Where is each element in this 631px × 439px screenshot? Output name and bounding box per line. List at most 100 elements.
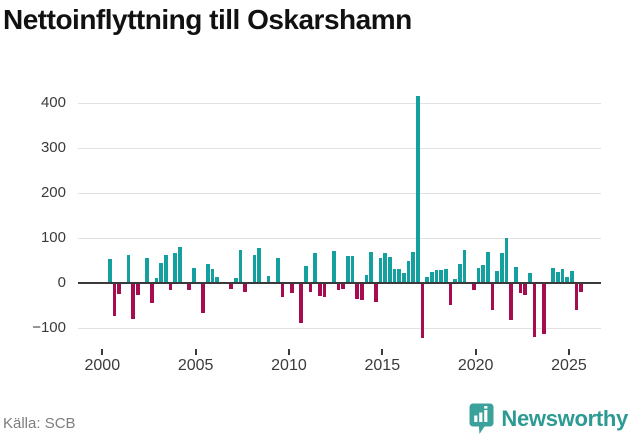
y-gridline <box>78 148 601 149</box>
bar-2024Q1 <box>551 268 555 283</box>
page-title: Nettoinflyttning till Oskarshamn <box>3 4 412 35</box>
bar-2024Q2 <box>555 271 560 283</box>
bar-2023Q3 <box>541 283 546 335</box>
bar-2023Q1 <box>532 283 537 337</box>
bar-2000Q3 <box>112 283 117 316</box>
bar-2017Q1 <box>420 283 425 338</box>
bar-2010Q1 <box>289 283 294 293</box>
bar-2010Q4 <box>303 265 308 283</box>
bar-2017Q4 <box>434 270 439 283</box>
bar-2016Q3 <box>411 251 415 283</box>
x-axis-tick <box>474 349 477 355</box>
x-axis-tick <box>101 349 104 355</box>
y-gridline <box>78 328 601 329</box>
bar-2025Q2 <box>574 283 579 311</box>
bar-2003Q1 <box>159 263 163 283</box>
bar-2020Q3 <box>485 252 490 283</box>
bar-2009Q2 <box>275 257 280 283</box>
bar-2008Q4 <box>266 275 271 283</box>
y-gridline <box>78 193 601 194</box>
bar-2007Q1 <box>233 278 238 283</box>
y-axis-label: 0 <box>57 274 66 291</box>
bar-2005Q4 <box>210 269 215 283</box>
bar-2014Q2 <box>369 252 373 283</box>
bar-2021Q3 <box>504 238 509 283</box>
bar-2003Q2 <box>163 254 168 283</box>
x-axis-tick <box>381 349 384 355</box>
bar-2024Q3 <box>560 268 565 283</box>
newsworthy-wordmark: Newsworthy <box>501 406 628 431</box>
y-axis-label: −100 <box>32 319 66 336</box>
bar-2013Q3 <box>355 283 359 299</box>
source-label: Källa: SCB <box>3 415 76 432</box>
chart-footer: Källa: SCB Newsworthy <box>0 399 631 439</box>
bar-2001Q4 <box>135 283 140 295</box>
bar-2025Q3 <box>579 283 583 293</box>
bar-2001Q3 <box>131 283 135 319</box>
x-axis-tick <box>287 349 290 355</box>
bar-2011Q4 <box>322 283 327 297</box>
bar-2018Q4 <box>453 278 457 283</box>
bar-2011Q3 <box>317 283 322 296</box>
bar-2016Q2 <box>406 261 411 283</box>
bar-2020Q2 <box>481 264 485 283</box>
bar-2015Q4 <box>397 269 401 283</box>
x-axis-tick <box>194 349 197 355</box>
y-axis-label: 300 <box>40 139 66 156</box>
bar-2007Q2 <box>238 249 243 283</box>
y-axis-label: 200 <box>40 184 66 201</box>
bar-2012Q4 <box>341 283 345 289</box>
bar-2014Q3 <box>373 283 378 303</box>
y-gridline <box>78 103 601 104</box>
bar-2010Q3 <box>299 283 303 324</box>
bar-2013Q1 <box>345 255 350 283</box>
bar-2000Q4 <box>117 283 121 294</box>
bar-2017Q2 <box>425 277 429 283</box>
bar-2011Q2 <box>313 252 317 283</box>
bar-2002Q2 <box>145 257 149 283</box>
bar-2024Q4 <box>565 276 569 283</box>
bar-2013Q2 <box>350 255 355 283</box>
bar-2016Q4 <box>415 96 420 283</box>
x-axis-tick <box>567 349 570 355</box>
newsworthy-icon <box>469 403 494 435</box>
bar-2013Q4 <box>359 283 364 301</box>
bar-2002Q4 <box>154 278 159 283</box>
bar-2012Q2 <box>331 250 336 283</box>
bar-2025Q1 <box>569 270 574 283</box>
bar-2005Q2 <box>201 283 205 313</box>
bar-2000Q2 <box>107 258 112 283</box>
bar-2004Q4 <box>191 268 196 283</box>
bar-2009Q3 <box>280 283 285 297</box>
bar-2011Q1 <box>308 283 313 293</box>
bar-2019Q2 <box>462 250 467 283</box>
bar-2008Q2 <box>257 247 261 283</box>
bar-2021Q2 <box>499 252 504 283</box>
bar-2021Q1 <box>495 271 499 283</box>
bar-2022Q4 <box>527 272 532 283</box>
bar-2008Q1 <box>252 254 257 283</box>
x-axis-label: 2010 <box>271 357 307 374</box>
bar-2001Q2 <box>126 254 131 283</box>
bar-2018Q1 <box>439 270 443 283</box>
x-axis-label: 2025 <box>551 357 587 374</box>
bar-2015Q1 <box>383 252 387 283</box>
bar-2018Q3 <box>448 283 453 305</box>
y-axis-label: 100 <box>40 229 66 246</box>
bar-2015Q2 <box>387 256 392 283</box>
bar-2019Q1 <box>457 263 462 283</box>
newsworthy-logo[interactable]: Newsworthy <box>469 403 628 435</box>
bar-2015Q3 <box>392 269 397 283</box>
bar-2004Q3 <box>187 283 191 290</box>
x-axis-label: 2000 <box>84 357 121 374</box>
bar-2004Q1 <box>177 247 182 283</box>
bar-2016Q1 <box>401 273 406 283</box>
bar-2022Q1 <box>513 266 518 283</box>
bar-2022Q3 <box>523 283 527 296</box>
bar-2005Q3 <box>205 263 210 283</box>
bar-2022Q2 <box>518 283 523 294</box>
bar-2018Q2 <box>443 269 448 283</box>
x-axis-label: 2005 <box>177 357 214 374</box>
bar-2021Q4 <box>509 283 513 321</box>
